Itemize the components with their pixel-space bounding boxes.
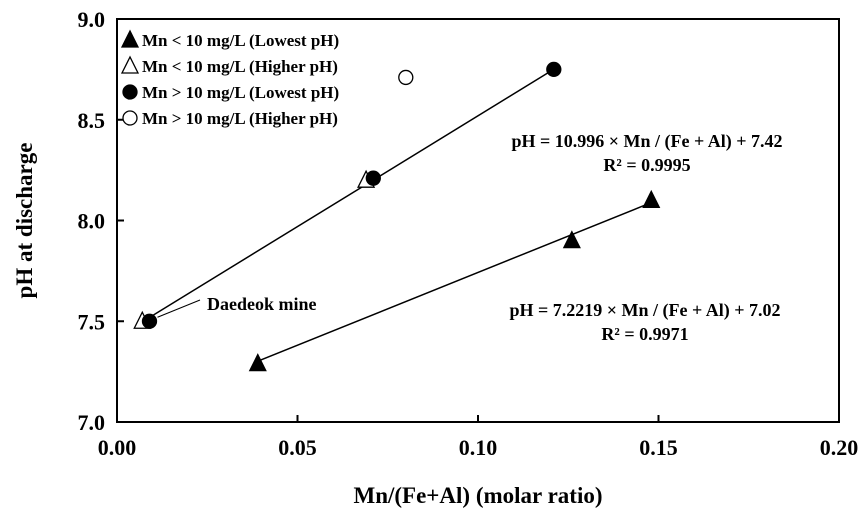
- y-tick-label: 8.0: [78, 209, 106, 234]
- trendline-r2-1: R² = 0.9995: [603, 155, 690, 175]
- trendline-equation-1: pH = 10.996 × Mn / (Fe + Al) + 7.42: [511, 131, 782, 152]
- y-axis-title: pH at discharge: [12, 143, 37, 299]
- data-point-series-3: [546, 61, 562, 78]
- y-tick-label: 7.5: [78, 309, 106, 334]
- legend-marker-3: [122, 84, 138, 100]
- data-point-series-3: [141, 313, 158, 329]
- x-tick-label: 0.00: [98, 435, 137, 460]
- legend-marker-4: [122, 110, 138, 126]
- trendline-equation-2: pH = 7.2219 × Mn / (Fe + Al) + 7.02: [509, 300, 780, 321]
- trendline-2: [257, 201, 652, 362]
- data-point-series-1: [642, 189, 661, 209]
- legend-marker-1: [120, 29, 140, 48]
- y-tick-label: 7.0: [78, 410, 106, 435]
- trendline-r2-2: R² = 0.9971: [601, 324, 688, 344]
- data-point-series-1: [562, 230, 581, 249]
- data-point-series-3: [365, 170, 381, 186]
- annotation-label: Daedeok mine: [207, 294, 317, 314]
- legend-label-3: Mn > 10 mg/L (Lowest pH): [142, 83, 339, 102]
- x-tick-label: 0.15: [639, 435, 678, 460]
- annotation-leader: [157, 299, 201, 318]
- x-tick-label: 0.10: [459, 435, 498, 460]
- y-tick-label: 9.0: [78, 7, 106, 32]
- x-tick-label: 0.20: [820, 435, 859, 460]
- legend-label-2: Mn < 10 mg/L (Higher pH): [142, 57, 338, 76]
- data-point-series-4: [398, 69, 414, 86]
- trendline-1: [141, 68, 555, 323]
- legend: Mn < 10 mg/L (Lowest pH) Mn < 10 mg/L (Hi…: [120, 29, 339, 128]
- x-tick-label: 0.05: [278, 435, 317, 460]
- legend-label-1: Mn < 10 mg/L (Lowest pH): [142, 31, 339, 50]
- chart-text: Mn/(Fe+Al) (molar ratio) pH at discharge D…: [12, 131, 783, 508]
- legend-label-4: Mn > 10 mg/L (Higher pH): [142, 109, 338, 128]
- plot-area: 0.00 0.05 0.10 0.15 0.20 7.0 7.5 8.0 8.5 9.0: [78, 7, 859, 460]
- data-point-series-1: [248, 353, 267, 372]
- y-tick-label: 8.5: [78, 108, 106, 133]
- x-axis-title: Mn/(Fe+Al) (molar ratio): [354, 483, 603, 508]
- legend-marker-2: [120, 55, 140, 74]
- plot-frame: [116, 18, 840, 423]
